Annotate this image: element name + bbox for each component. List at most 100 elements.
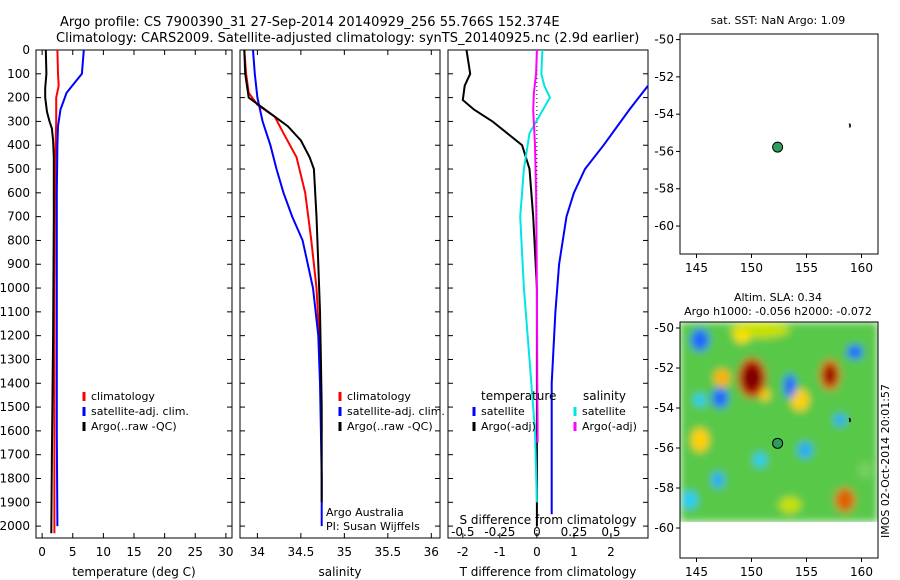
salinity-series-2: [243, 50, 323, 503]
difference-xtick-label: 1: [570, 545, 578, 559]
map-ytick-label: -58: [654, 182, 674, 196]
sla-map-title-line1: Altim. SLA: 0.34: [734, 291, 822, 304]
sla-anomaly-blob: [712, 472, 724, 488]
map-xtick-label: 145: [685, 261, 708, 275]
difference-axes-frame: [447, 49, 649, 539]
temperature-ytick-label: 700: [7, 210, 30, 224]
argo-float-marker: [772, 141, 784, 153]
temperature-xtick-label: 5: [69, 545, 77, 559]
temperature-axes-frame: [35, 49, 233, 539]
temperature-ytick-label: 100: [7, 67, 30, 81]
temperature-ytick-label: 1300: [0, 352, 30, 366]
map-xtick-label: 160: [850, 565, 873, 579]
temperature-ytick-label: 200: [7, 91, 30, 105]
difference-legend-left-label: Argo(-adj): [481, 420, 536, 433]
salinity-xtick-label: 35.5: [374, 545, 401, 559]
sla-anomaly-blob: [779, 497, 801, 513]
temperature-xtick-label: 10: [96, 545, 111, 559]
map-xtick-label: 160: [850, 261, 873, 275]
temperature-ytick-label: 2000: [0, 519, 30, 533]
sst-map-panel: sat. SST: NaN Argo: 1.09 -50 -52 -54 -56 -58…: [654, 14, 879, 275]
map-xtick-label: 155: [795, 261, 818, 275]
temperature-legend-label: satellite-adj. clim.: [91, 405, 189, 418]
sla-anomaly-blob: [834, 414, 846, 426]
figure-title-line2: Climatology: CARS2009. Satellite-adjuste…: [56, 31, 639, 46]
salinity-xtick-label: 34: [250, 545, 265, 559]
temperature-series-2: [44, 50, 55, 534]
difference-series-3: [532, 50, 539, 443]
temperature-ytick-label: 1700: [0, 448, 30, 462]
sla-anomaly-blob: [824, 366, 836, 384]
difference-legend-right-label: satellite: [582, 405, 626, 418]
difference-series-2: [519, 50, 552, 503]
sla-anomaly-blob: [847, 345, 863, 359]
difference-s-tick-label: 0: [533, 525, 541, 539]
sla-anomaly-blob: [760, 389, 770, 401]
sla-anomaly-blob: [754, 453, 766, 467]
temperature-ytick-label: 1200: [0, 329, 30, 343]
temperature-ytick-label: 400: [7, 138, 30, 152]
temperature-ytick-label: 1100: [0, 305, 30, 319]
temperature-xtick-label: 0: [38, 545, 46, 559]
island-outline: [848, 417, 852, 423]
temperature-ytick-label: 1800: [0, 471, 30, 485]
imos-timestamp-label: IMOS 02-Oct-2014 20:01:57: [879, 384, 892, 538]
map-ytick-label: -52: [654, 70, 674, 84]
map-ytick-label: -56: [654, 441, 674, 455]
difference-s-tick-label: -0.25: [484, 525, 515, 539]
temperature-ytick-label: 0: [22, 43, 30, 57]
sla-anomaly-blob: [712, 388, 728, 408]
difference-series-0: [550, 85, 648, 515]
temperature-xtick-label: 30: [218, 545, 233, 559]
map-ytick-label: -56: [654, 144, 674, 158]
temperature-ytick-label: 600: [7, 186, 30, 200]
map-xtick-label: 155: [795, 565, 818, 579]
map-ytick-label: -52: [654, 361, 674, 375]
difference-s-tick-label: 0.5: [601, 525, 620, 539]
temperature-ytick-label: 900: [7, 257, 30, 271]
map-ytick-label: -60: [654, 521, 674, 535]
sla-anomaly-blob: [743, 365, 761, 391]
difference-panel: -2 -1 0 1 2 -0.5 -0.25 0 0.25 0.5 S difference f…: [447, 49, 649, 579]
temperature-ytick-label: 1600: [0, 424, 30, 438]
figure-title-line1: Argo profile: CS 7900390_31 27-Sep-2014 …: [60, 15, 560, 30]
map-xtick-label: 150: [740, 565, 763, 579]
temperature-legend-label: Argo(..raw -QC): [91, 420, 177, 433]
sst-map-title: sat. SST: NaN Argo: 1.09: [711, 14, 845, 27]
difference-xtick-label: -1: [494, 545, 506, 559]
difference-legend-left-label: satellite: [481, 405, 525, 418]
salinity-xtick-label: 36: [424, 545, 439, 559]
salinity-axes-frame: [239, 49, 441, 539]
sla-heatmap-field: [680, 322, 878, 522]
sla-map-frame-overlay: [679, 321, 879, 559]
map-ytick-label: -60: [654, 219, 674, 233]
sla-anomaly-blob: [714, 369, 730, 387]
sla-anomaly-blob: [694, 394, 706, 406]
temperature-xlabel: temperature (deg C): [72, 565, 195, 579]
temperature-xtick-label: 25: [188, 545, 203, 559]
difference-legend-temperature-title: temperature: [481, 389, 556, 403]
map-ytick-label: -54: [654, 401, 674, 415]
temperature-series-1: [55, 50, 85, 527]
map-xtick-label: 145: [685, 565, 708, 579]
temperature-ytick-label: 1400: [0, 376, 30, 390]
salinity-legend-label: satellite-adj. clim.: [347, 405, 445, 418]
sla-anomaly-blob: [835, 488, 855, 512]
sla-anomaly-blob: [691, 329, 709, 351]
sla-map-title-line2: Argo h1000: -0.056 h2000: -0.072: [684, 305, 872, 318]
temperature-ytick-label: 500: [7, 162, 30, 176]
difference-xtick-label: -2: [457, 545, 469, 559]
salinity-xtick-label: 34.5: [288, 545, 315, 559]
temperature-ytick-label: 800: [7, 233, 30, 247]
map-ytick-label: -54: [654, 107, 674, 121]
temperature-ytick-label: 1900: [0, 495, 30, 509]
temperature-legend-label: climatology: [91, 390, 155, 403]
difference-xlabel: T difference from climatology: [459, 565, 637, 579]
temperature-ytick-label: 300: [7, 114, 30, 128]
argo-float-marker: [772, 437, 784, 449]
salinity-legend-label: Argo(..raw -QC): [347, 420, 433, 433]
sla-anomaly-blob: [691, 428, 709, 452]
temperature-xtick-label: 20: [157, 545, 172, 559]
salinity-xtick-label: 35: [337, 545, 352, 559]
sla-anomaly-blob: [791, 389, 809, 411]
